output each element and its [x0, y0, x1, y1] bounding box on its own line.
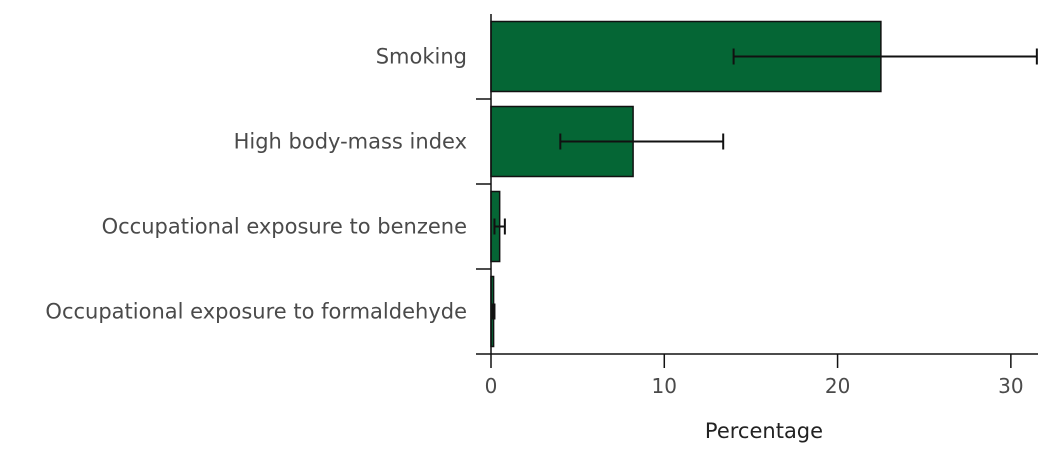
bars-layer	[490, 20, 882, 348]
category-label: Occupational exposure to benzene	[102, 215, 467, 239]
error-bar	[559, 133, 725, 150]
x-tick-label: 20	[825, 374, 850, 398]
labels-layer: Smoking High body-mass index Occupational …	[45, 45, 1023, 399]
category-label: High body-mass index	[234, 130, 467, 154]
error-bars-layer	[491, 48, 1038, 320]
category-label: Smoking	[376, 45, 467, 69]
x-tick-label: 0	[485, 374, 498, 398]
error-bar	[493, 218, 506, 235]
x-tick-label: 10	[652, 374, 677, 398]
category-label: Occupational exposure to formaldehyde	[45, 300, 467, 324]
error-bar	[491, 303, 496, 320]
x-axis-title: Percentage	[705, 419, 823, 443]
axes-layer	[476, 14, 1038, 368]
x-tick-label: 30	[998, 374, 1023, 398]
error-bar	[732, 48, 1038, 65]
